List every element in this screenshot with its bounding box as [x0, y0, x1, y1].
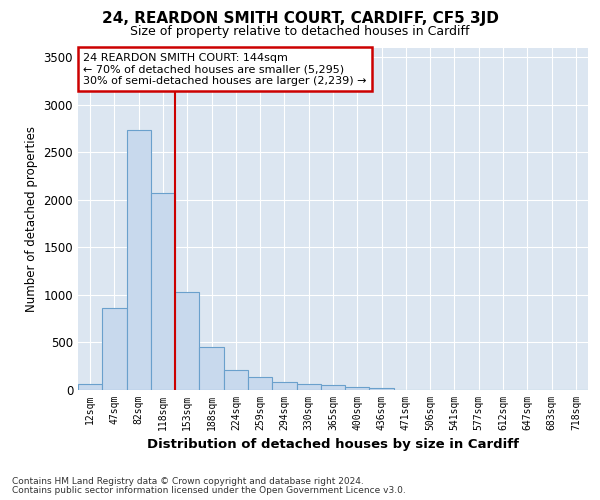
Text: Contains public sector information licensed under the Open Government Licence v3: Contains public sector information licen… [12, 486, 406, 495]
Bar [78, 384, 102, 390]
Text: Size of property relative to detached houses in Cardiff: Size of property relative to detached ho… [130, 25, 470, 38]
Bar [151, 193, 175, 390]
Bar [175, 292, 199, 390]
Bar [248, 376, 272, 390]
Y-axis label: Number of detached properties: Number of detached properties [25, 126, 38, 312]
Bar [345, 386, 370, 390]
Bar [370, 388, 394, 390]
Bar [102, 308, 127, 390]
X-axis label: Distribution of detached houses by size in Cardiff: Distribution of detached houses by size … [147, 438, 519, 452]
Bar [199, 347, 224, 390]
Bar [224, 370, 248, 390]
Bar [296, 384, 321, 390]
Bar [127, 130, 151, 390]
Bar [272, 382, 296, 390]
Bar [321, 385, 345, 390]
Text: 24 REARDON SMITH COURT: 144sqm
← 70% of detached houses are smaller (5,295)
30% : 24 REARDON SMITH COURT: 144sqm ← 70% of … [83, 52, 367, 86]
Text: Contains HM Land Registry data © Crown copyright and database right 2024.: Contains HM Land Registry data © Crown c… [12, 477, 364, 486]
Text: 24, REARDON SMITH COURT, CARDIFF, CF5 3JD: 24, REARDON SMITH COURT, CARDIFF, CF5 3J… [101, 11, 499, 26]
